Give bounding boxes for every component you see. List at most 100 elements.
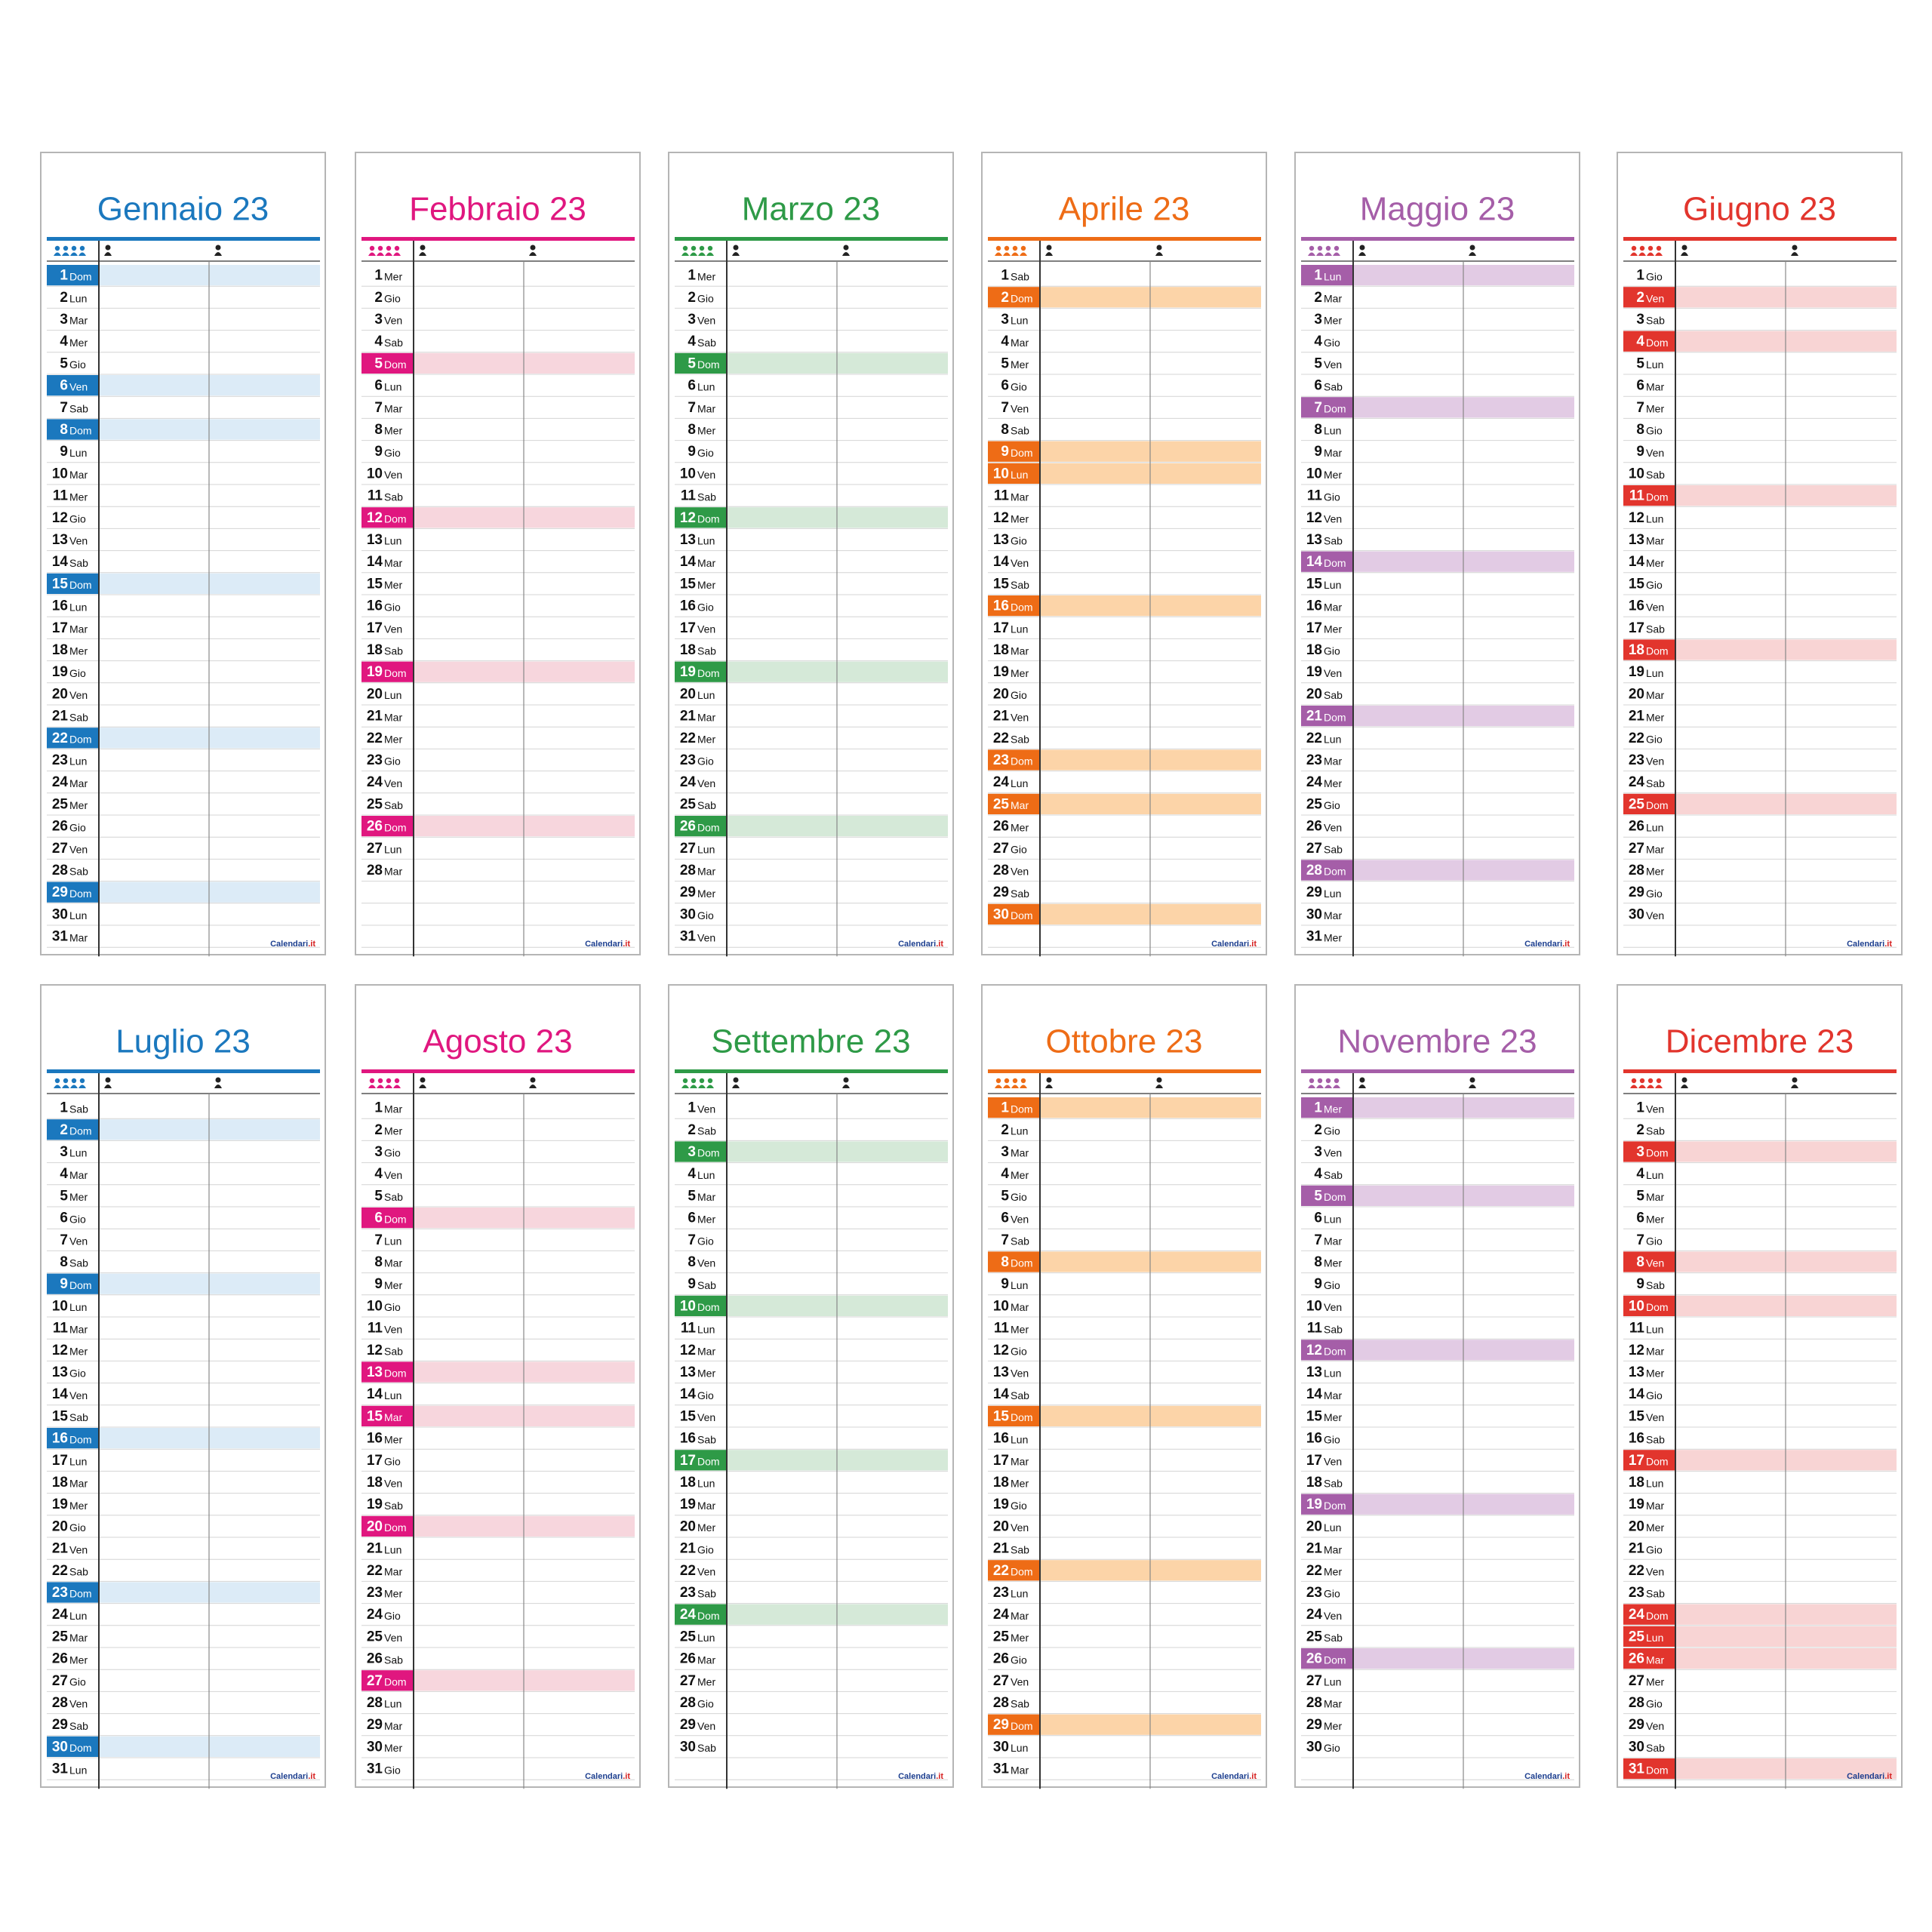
weekday: Lun bbox=[69, 601, 87, 613]
day-number: 31 bbox=[1306, 929, 1323, 945]
weekday: Mer bbox=[697, 1676, 715, 1688]
holiday-day-box bbox=[1623, 793, 1675, 814]
weekday: Mar bbox=[1011, 1147, 1029, 1159]
weekday: Ven bbox=[1011, 1213, 1029, 1225]
weekday: Sab bbox=[697, 337, 716, 349]
day-number: 9 bbox=[1636, 444, 1644, 460]
weekday: Dom bbox=[1011, 1103, 1033, 1115]
holiday-day-box bbox=[47, 573, 99, 594]
day-number: 31 bbox=[680, 929, 697, 945]
person-icon bbox=[105, 1077, 111, 1083]
holiday-day-box bbox=[1301, 1648, 1353, 1669]
person-icon bbox=[1792, 245, 1798, 251]
group-icon bbox=[1334, 1078, 1340, 1084]
day-number: 17 bbox=[680, 620, 696, 636]
weekday: Mer bbox=[1324, 931, 1342, 943]
day-number: 29 bbox=[680, 1717, 696, 1733]
weekday: Dom bbox=[384, 358, 407, 371]
brand-suffix: .it bbox=[1562, 1772, 1570, 1781]
person-icon bbox=[1045, 252, 1053, 256]
weekday: Mer bbox=[384, 1125, 402, 1137]
day-number: 14 bbox=[680, 554, 697, 570]
day-number: 16 bbox=[52, 598, 68, 614]
weekday: Gio bbox=[69, 513, 86, 525]
weekday: Sab bbox=[1011, 888, 1029, 900]
weekday: Gio bbox=[1646, 1235, 1663, 1247]
holiday-day-box bbox=[1301, 397, 1353, 418]
day-number: 20 bbox=[367, 686, 383, 702]
weekday: Sab bbox=[69, 1720, 88, 1732]
day-number: 15 bbox=[52, 1408, 69, 1424]
day-number: 1 bbox=[374, 1100, 383, 1116]
day-number: 9 bbox=[688, 1276, 696, 1292]
weekday: Gio bbox=[69, 1367, 86, 1380]
weekday: Lun bbox=[69, 1456, 87, 1468]
day-number: 27 bbox=[993, 1673, 1009, 1689]
day-number: 24 bbox=[993, 774, 1010, 790]
group-icon bbox=[707, 245, 713, 251]
day-number: 24 bbox=[1306, 774, 1323, 790]
weekday: Ven bbox=[1011, 1676, 1029, 1688]
day-number: 16 bbox=[367, 1431, 383, 1447]
weekday: Lun bbox=[697, 1478, 715, 1490]
weekday: Lun bbox=[1324, 1213, 1341, 1225]
day-number: 17 bbox=[1629, 620, 1644, 636]
day-number: 28 bbox=[680, 863, 696, 878]
day-number: 25 bbox=[52, 796, 69, 812]
day-number: 9 bbox=[1001, 444, 1009, 460]
day-number: 5 bbox=[1314, 355, 1322, 371]
day-number: 4 bbox=[374, 1166, 383, 1182]
group-icon bbox=[63, 245, 69, 251]
weekday: Sab bbox=[69, 1566, 88, 1578]
day-number: 30 bbox=[367, 1739, 383, 1755]
weekday: Lun bbox=[384, 1543, 401, 1555]
person-icon bbox=[842, 252, 850, 256]
day-number: 2 bbox=[1314, 1122, 1322, 1138]
day-number: 19 bbox=[993, 1497, 1009, 1512]
day-number: 21 bbox=[1306, 1541, 1323, 1557]
day-number: 26 bbox=[680, 819, 696, 835]
day-number: 26 bbox=[680, 1651, 696, 1667]
day-number: 12 bbox=[993, 510, 1009, 526]
weekday: Sab bbox=[1011, 579, 1029, 591]
weekday: Dom bbox=[697, 513, 720, 525]
person-icon bbox=[1045, 1084, 1053, 1088]
day-number: 18 bbox=[1629, 642, 1644, 658]
weekday: Sab bbox=[1011, 1698, 1029, 1710]
day-number: 24 bbox=[52, 774, 69, 790]
day-number: 30 bbox=[680, 1739, 696, 1755]
holiday-day-box bbox=[1301, 1097, 1353, 1118]
day-number: 3 bbox=[1001, 1144, 1009, 1160]
weekday: Sab bbox=[1646, 1125, 1665, 1137]
weekday: Ven bbox=[69, 1543, 88, 1555]
weekday: Mer bbox=[1011, 1478, 1029, 1490]
weekday: Lun bbox=[697, 535, 715, 547]
weekday: Gio bbox=[69, 667, 86, 679]
day-number: 29 bbox=[367, 1717, 383, 1733]
day-number: 29 bbox=[1629, 884, 1644, 900]
weekday: Dom bbox=[1324, 1191, 1346, 1203]
day-number: 23 bbox=[680, 1585, 696, 1601]
person-icon bbox=[843, 1077, 849, 1083]
holiday-day-box bbox=[1623, 1141, 1675, 1162]
weekday: Lun bbox=[384, 1698, 401, 1710]
holiday-day-box bbox=[1623, 1604, 1675, 1625]
weekday: Ven bbox=[697, 1566, 715, 1578]
weekday: Mar bbox=[384, 1566, 402, 1578]
weekday: Gio bbox=[697, 1235, 714, 1247]
weekday: Dom bbox=[697, 1610, 720, 1622]
weekday: Sab bbox=[1324, 380, 1343, 392]
weekday: Ven bbox=[1324, 513, 1342, 525]
weekday: Mer bbox=[1646, 1367, 1664, 1380]
weekday: Sab bbox=[697, 491, 716, 503]
day-number: 24 bbox=[680, 774, 697, 790]
weekday: Sab bbox=[1324, 1478, 1343, 1490]
group-icon bbox=[369, 245, 375, 251]
day-number: 30 bbox=[993, 906, 1009, 922]
day-number: 4 bbox=[688, 334, 696, 349]
title-rule bbox=[361, 237, 635, 241]
holiday-day-box bbox=[1623, 1758, 1675, 1780]
holiday-day-box bbox=[988, 1560, 1040, 1581]
